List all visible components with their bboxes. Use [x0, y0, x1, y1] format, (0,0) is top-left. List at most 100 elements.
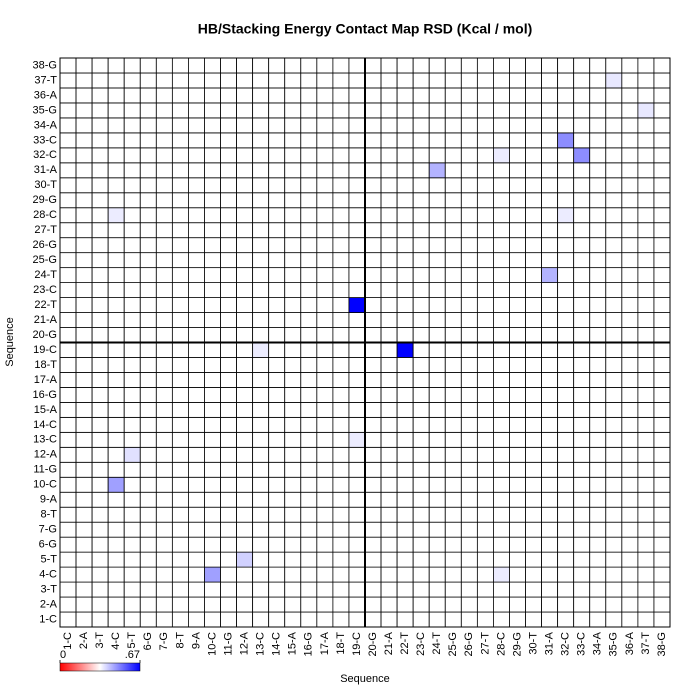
cell: [204, 566, 221, 583]
cell: [220, 72, 237, 89]
cell: [557, 491, 575, 508]
cell: [204, 491, 221, 508]
cell: [653, 387, 671, 403]
cell: [525, 192, 542, 209]
cell: [557, 342, 575, 358]
cell: [332, 57, 350, 74]
cell: [557, 312, 575, 328]
cell: [252, 446, 270, 463]
cell: [155, 491, 173, 508]
cell: [380, 521, 398, 538]
cell: [91, 431, 109, 448]
cell: [637, 491, 655, 508]
cell: [252, 282, 270, 298]
cell: [59, 162, 77, 179]
cell: [589, 357, 607, 373]
cell: [428, 237, 446, 254]
cell: [188, 551, 205, 568]
cell: [460, 596, 478, 613]
cell: [589, 207, 607, 224]
cell: [589, 431, 607, 448]
cell: [444, 506, 462, 523]
cell: [220, 267, 237, 284]
cell: [476, 117, 494, 134]
cell: [637, 342, 655, 358]
cell: [444, 387, 462, 403]
cell: [204, 102, 221, 119]
cell: [653, 162, 671, 179]
cell: [75, 327, 93, 343]
cell: [637, 87, 655, 104]
cell: [509, 387, 526, 403]
cell: [621, 132, 639, 149]
cell: [139, 222, 157, 239]
cell: [139, 132, 157, 149]
cell: [557, 372, 575, 388]
cell: [316, 431, 334, 448]
cell: [541, 611, 559, 628]
cell: [155, 297, 173, 313]
cell: [155, 147, 173, 164]
cell: [573, 387, 591, 403]
cell: [59, 357, 77, 373]
cell: [541, 536, 559, 553]
cell: [493, 132, 510, 149]
cell: [332, 551, 350, 568]
cell: [75, 192, 93, 209]
cell: [380, 327, 398, 343]
cell: [220, 416, 237, 433]
cell: [541, 446, 559, 463]
cell: [364, 491, 382, 508]
cell: [380, 297, 398, 313]
x-tick-label: 3-T: [94, 632, 106, 649]
cell: [444, 342, 462, 358]
cell: [605, 401, 623, 418]
cell: [91, 297, 109, 313]
cell: [332, 431, 350, 448]
cell: [123, 521, 141, 538]
cell: [476, 132, 494, 149]
cell: [155, 87, 173, 104]
cell: [653, 521, 671, 538]
cell: [300, 521, 318, 538]
cell: [605, 222, 623, 239]
cell: [637, 237, 655, 254]
cell: [188, 297, 205, 313]
cell: [236, 431, 254, 448]
cell: [428, 87, 446, 104]
cell: [428, 401, 446, 418]
y-tick-label: 32-C: [33, 149, 57, 161]
y-tick-label: 16-G: [33, 389, 57, 401]
cell: [348, 222, 366, 239]
cell: [493, 431, 510, 448]
cell: [541, 401, 559, 418]
cell: [171, 57, 189, 74]
cell: [220, 282, 237, 298]
cell: [653, 132, 671, 149]
cell: [509, 357, 526, 373]
cell: [268, 252, 286, 269]
cell: [348, 297, 366, 313]
cell: [476, 566, 494, 583]
cell: [268, 222, 286, 239]
cell: [509, 416, 526, 433]
cell: [509, 491, 526, 508]
cell: [123, 596, 141, 613]
cell: [380, 192, 398, 209]
cell: [220, 551, 237, 568]
cell: [139, 177, 157, 194]
cell: [204, 476, 221, 493]
cell: [525, 611, 542, 628]
cell: [284, 431, 302, 448]
cell: [188, 102, 205, 119]
cell: [428, 476, 446, 493]
cell: [155, 611, 173, 628]
cell: [139, 551, 157, 568]
cell: [123, 401, 141, 418]
cell: [589, 282, 607, 298]
cell: [284, 297, 302, 313]
cell: [476, 476, 494, 493]
cell: [332, 566, 350, 583]
cell: [59, 192, 77, 209]
cell: [428, 357, 446, 373]
